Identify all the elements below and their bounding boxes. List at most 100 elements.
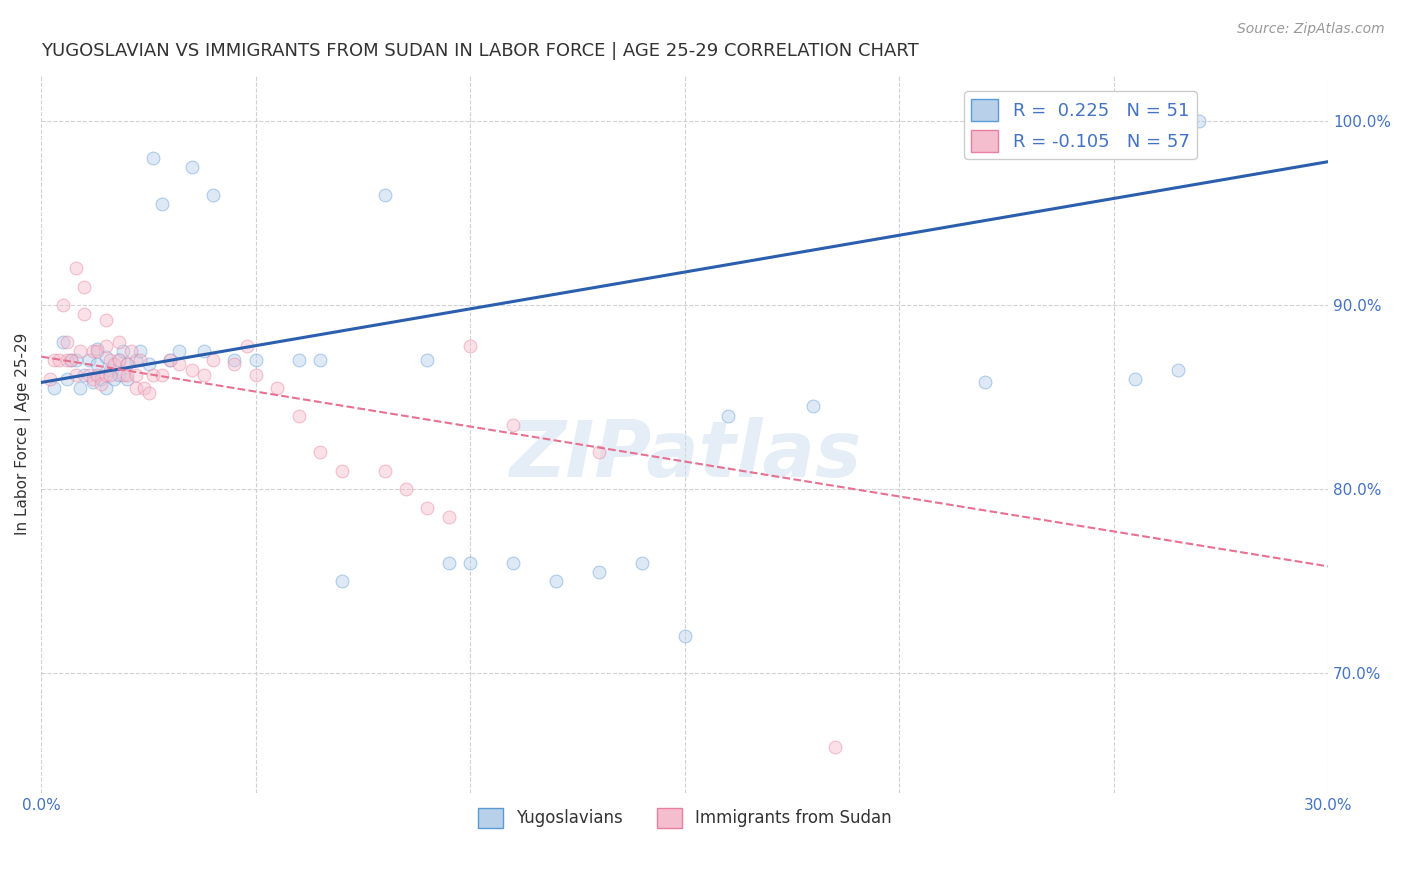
Point	[159, 353, 181, 368]
Point	[56, 334, 79, 349]
Point	[588, 445, 610, 459]
Point	[150, 197, 173, 211]
Point	[103, 357, 125, 371]
Point	[180, 362, 202, 376]
Point	[107, 353, 129, 368]
Point	[77, 353, 100, 368]
Point	[167, 357, 190, 371]
Point	[65, 261, 87, 276]
Point	[502, 417, 524, 432]
Point	[309, 445, 332, 459]
Text: Source: ZipAtlas.com: Source: ZipAtlas.com	[1237, 22, 1385, 37]
Point	[115, 357, 138, 371]
Point	[631, 556, 654, 570]
Point	[86, 343, 108, 357]
Point	[245, 368, 267, 382]
Point	[201, 187, 224, 202]
Point	[330, 574, 353, 588]
Point	[236, 338, 259, 352]
Point	[44, 381, 66, 395]
Point	[546, 574, 568, 588]
Point	[180, 160, 202, 174]
Point	[65, 368, 87, 382]
Point	[224, 353, 246, 368]
Point	[193, 368, 215, 382]
Point	[201, 353, 224, 368]
Point	[245, 353, 267, 368]
Point	[48, 353, 70, 368]
Point	[673, 629, 696, 643]
Point	[167, 344, 190, 359]
Point	[121, 344, 143, 359]
Point	[460, 556, 482, 570]
Point	[69, 344, 91, 359]
Point	[107, 353, 129, 368]
Point	[111, 344, 134, 359]
Point	[1123, 372, 1146, 386]
Point	[330, 464, 353, 478]
Point	[974, 376, 997, 390]
Point	[56, 353, 79, 368]
Point	[142, 368, 165, 382]
Point	[502, 556, 524, 570]
Point	[1167, 362, 1189, 376]
Point	[52, 298, 75, 312]
Point	[115, 372, 138, 386]
Point	[73, 368, 96, 382]
Point	[56, 372, 79, 386]
Point	[86, 368, 108, 382]
Point	[125, 381, 148, 395]
Point	[39, 372, 62, 386]
Point	[1188, 114, 1211, 128]
Point	[73, 307, 96, 321]
Point	[115, 357, 138, 371]
Point	[125, 368, 148, 382]
Point	[287, 409, 309, 423]
Legend: Yugoslavians, Immigrants from Sudan: Yugoslavians, Immigrants from Sudan	[471, 801, 898, 835]
Point	[416, 500, 439, 515]
Point	[460, 338, 482, 352]
Point	[60, 353, 83, 368]
Point	[107, 334, 129, 349]
Point	[94, 381, 117, 395]
Y-axis label: In Labor Force | Age 25-29: In Labor Force | Age 25-29	[15, 333, 31, 535]
Point	[86, 357, 108, 371]
Point	[803, 400, 825, 414]
Point	[94, 313, 117, 327]
Point	[717, 409, 740, 423]
Point	[138, 386, 160, 401]
Point	[266, 381, 288, 395]
Point	[374, 187, 396, 202]
Point	[129, 344, 152, 359]
Point	[98, 368, 121, 382]
Point	[824, 739, 846, 754]
Point	[416, 353, 439, 368]
Point	[134, 381, 156, 395]
Point	[94, 350, 117, 364]
Point	[107, 368, 129, 382]
Point	[309, 353, 332, 368]
Text: YUGOSLAVIAN VS IMMIGRANTS FROM SUDAN IN LABOR FORCE | AGE 25-29 CORRELATION CHAR: YUGOSLAVIAN VS IMMIGRANTS FROM SUDAN IN …	[41, 42, 920, 60]
Point	[129, 353, 152, 368]
Point	[52, 334, 75, 349]
Point	[90, 377, 112, 392]
Point	[287, 353, 309, 368]
Point	[395, 482, 418, 496]
Point	[94, 368, 117, 382]
Point	[224, 357, 246, 371]
Point	[437, 509, 460, 524]
Point	[86, 344, 108, 359]
Point	[588, 565, 610, 579]
Point	[142, 151, 165, 165]
Point	[374, 464, 396, 478]
Point	[77, 368, 100, 382]
Point	[159, 353, 181, 368]
Point	[125, 353, 148, 368]
Point	[111, 368, 134, 382]
Point	[98, 353, 121, 368]
Point	[82, 372, 104, 386]
Text: ZIPatlas: ZIPatlas	[509, 417, 860, 493]
Point	[69, 381, 91, 395]
Point	[193, 344, 215, 359]
Point	[73, 279, 96, 293]
